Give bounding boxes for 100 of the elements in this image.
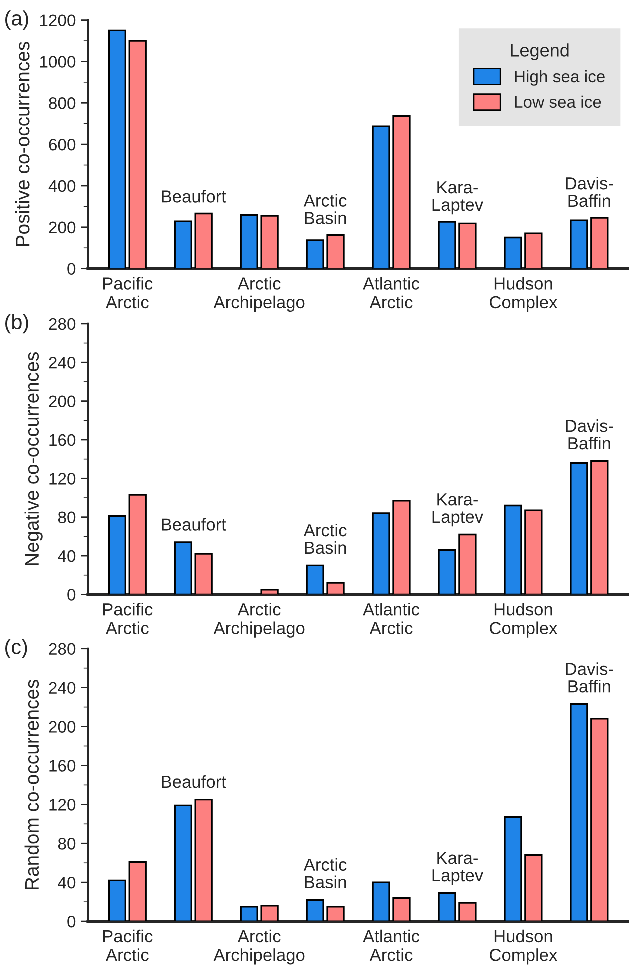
x-tick-label: Hudson Complex: [490, 603, 558, 638]
y-tick-label: 0: [68, 263, 76, 276]
y-tick-label: 200: [49, 721, 76, 733]
y-tick-label: 200: [49, 222, 76, 234]
y-tick-label: 200: [49, 396, 76, 408]
bar: [240, 906, 258, 922]
y-tick-label: 280: [49, 318, 76, 330]
legend-title: Legend: [511, 44, 569, 60]
bar: [260, 215, 279, 269]
x-tick-label: Hudson Complex: [490, 930, 558, 965]
y-tick-label: 160: [50, 760, 76, 772]
x-tick-label: Beaufort: [162, 190, 226, 203]
x-tick-label: Atlantic Arctic: [363, 930, 420, 962]
y-tick-label: 1200: [40, 14, 76, 27]
bar: [326, 582, 345, 595]
x-tick-label: Beaufort: [162, 775, 226, 788]
bar: [392, 115, 411, 269]
bar: [306, 564, 324, 595]
bar: [458, 222, 477, 269]
x-tick-label: Davis- Baffin: [566, 662, 614, 693]
y-tick-label: 160: [50, 434, 76, 446]
y-tick-label: 120: [50, 473, 76, 485]
bar: [372, 126, 390, 269]
y-tick-label: 0: [68, 916, 76, 928]
bar: [458, 902, 477, 922]
bar: [108, 880, 126, 922]
bar: [590, 718, 609, 922]
bar: [524, 232, 543, 269]
bar: [108, 30, 126, 269]
y-tick-label: 0: [68, 589, 76, 601]
bar: [570, 704, 588, 922]
chart-title: (a): [6, 10, 28, 30]
bar: [260, 905, 279, 922]
x-tick-label: Hudson Complex: [490, 277, 558, 312]
y-tick-label: 280: [49, 643, 76, 656]
y-axis-title: Positive co-occurrences: [16, 42, 30, 246]
x-tick-label: Atlantic Arctic: [363, 603, 420, 634]
bar: [438, 221, 456, 269]
bar: [570, 220, 588, 269]
bar: [438, 549, 456, 595]
y-tick-label: 240: [49, 682, 76, 694]
bar: [524, 510, 543, 595]
x-tick-label: Arctic Basin: [304, 524, 347, 554]
chart-title: (b): [6, 314, 28, 334]
y-tick-label: 240: [49, 357, 76, 369]
bar: [306, 240, 324, 269]
y-axis-title: Negative co-occurrences: [24, 352, 43, 566]
y-tick-label: 40: [58, 876, 76, 889]
x-tick-label: Pacific Arctic: [104, 277, 153, 309]
bar: [590, 217, 609, 269]
y-tick-label: 40: [58, 550, 76, 562]
x-tick-label: Arctic Basin: [304, 858, 347, 889]
bar: [504, 504, 522, 595]
x-tick-label: Davis- Baffin: [566, 177, 614, 208]
bar: [194, 553, 213, 595]
bar: [590, 460, 609, 595]
y-tick-label: 80: [58, 838, 76, 850]
bar: [128, 861, 147, 922]
bar: [108, 516, 126, 595]
x-tick-label: Arctic Archipelago: [214, 277, 305, 312]
bar: [174, 220, 192, 269]
bar: [372, 512, 390, 595]
bar: [504, 816, 522, 922]
legend-label: High sea ice: [515, 70, 605, 86]
bar: [372, 882, 390, 922]
bar: [194, 212, 213, 269]
bar: [174, 542, 192, 595]
bar: [128, 494, 147, 595]
bar: [240, 214, 258, 269]
chart-title: (c): [6, 639, 28, 659]
y-tick-label: 120: [50, 799, 76, 811]
x-tick-label: Pacific Arctic: [104, 603, 153, 634]
bar: [260, 589, 279, 595]
bar: [306, 899, 324, 922]
x-tick-label: Arctic Archipelago: [214, 603, 305, 638]
x-tick-label: Kara- Laptev: [432, 494, 484, 527]
x-tick-label: Arctic Basin: [304, 194, 347, 224]
x-tick-label: Arctic Archipelago: [214, 930, 305, 965]
bar: [326, 234, 345, 269]
bar: [438, 892, 456, 922]
bar: [128, 40, 147, 269]
y-tick-label: 80: [58, 512, 76, 524]
bar: [392, 897, 411, 922]
bar: [524, 854, 543, 922]
bar: [194, 798, 213, 922]
bar: [504, 236, 522, 269]
bar: [174, 804, 192, 922]
x-tick-label: Atlantic Arctic: [363, 277, 420, 309]
y-tick-label: 1000: [40, 56, 76, 68]
x-tick-label: Beaufort: [162, 518, 226, 531]
y-tick-label: 600: [49, 138, 76, 151]
x-tick-label: Davis- Baffin: [566, 420, 614, 450]
y-axis-title: Random co-occurrences: [24, 680, 40, 890]
bar: [392, 500, 411, 595]
bar: [458, 534, 477, 595]
bar: [326, 906, 345, 922]
y-tick-label: 400: [48, 180, 76, 192]
x-tick-label: Kara- Laptev: [432, 852, 484, 886]
x-tick-label: Pacific Arctic: [104, 930, 153, 962]
bar: [570, 462, 588, 595]
